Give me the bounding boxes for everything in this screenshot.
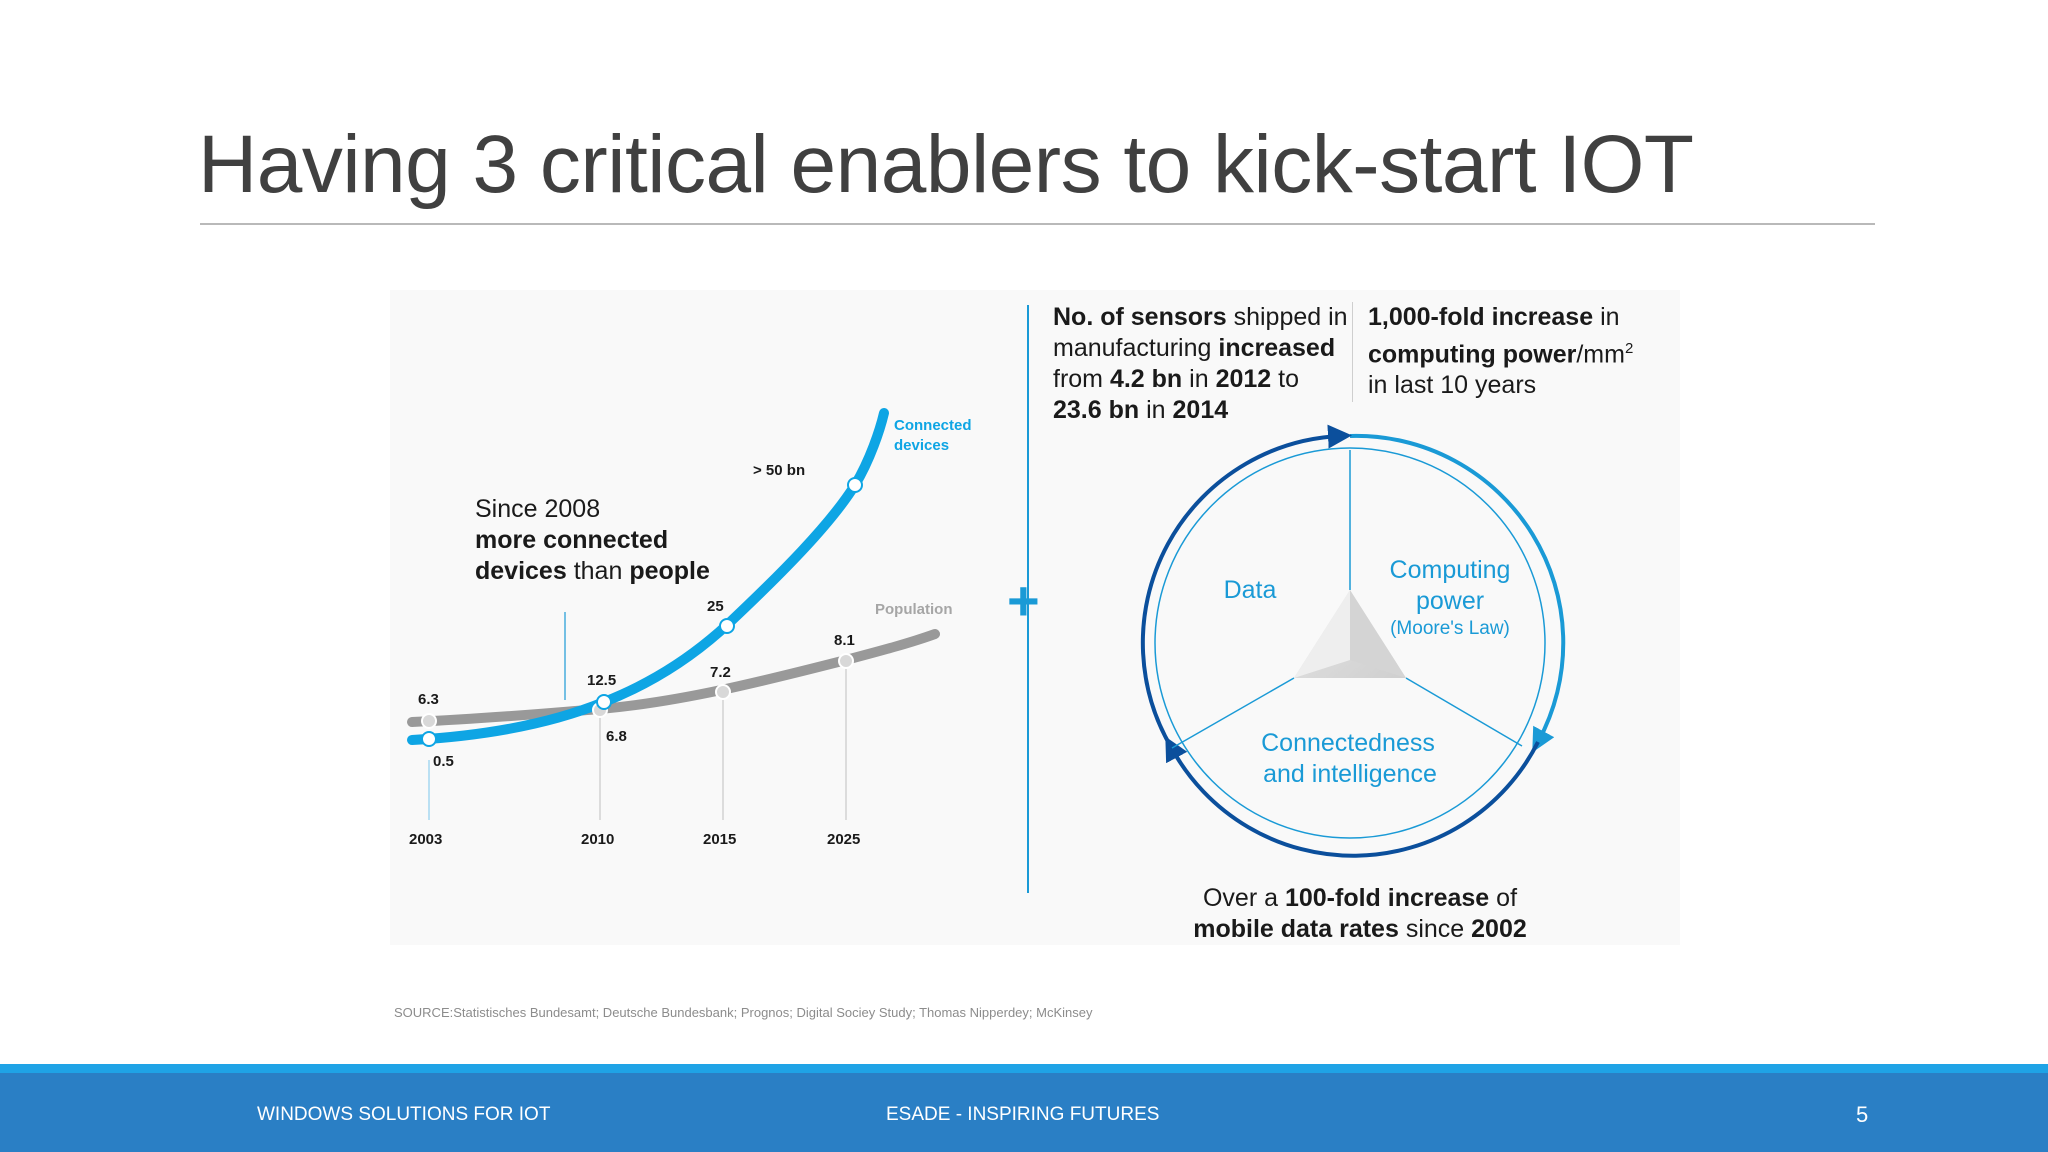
sensors-text-1: shipped in manufacturing (1053, 303, 1348, 362)
population-label-2003: 6.3 (418, 691, 439, 708)
page-number: 5 (1856, 1102, 1869, 1127)
since-line2: more connected (475, 526, 669, 554)
sensors-text-5: in (1139, 396, 1173, 424)
mobile-text-3: since (1398, 915, 1472, 943)
year-label-2025: 2025 (827, 831, 860, 848)
since-line3-devices: devices (475, 557, 567, 585)
population-series-line (407, 629, 940, 727)
sensors-text-2: from (1053, 365, 1110, 393)
connected-label-2015: 25 (707, 598, 724, 615)
connected-point-2010 (596, 694, 612, 710)
source-note: SOURCE:Statistisches Bundesamt; Deutsche… (394, 1005, 1093, 1020)
computing-label-line2: power (1416, 587, 1484, 615)
mobile-bold-3: 2002 (1471, 915, 1527, 943)
connected-point-2003 (421, 731, 437, 747)
sensors-bold-6: 2014 (1172, 396, 1229, 424)
mobile-bold-2: mobile data rates (1193, 915, 1399, 943)
chart-background (390, 290, 1680, 945)
sensors-text-3: in (1182, 365, 1216, 393)
connectedness-arc-arrow (1165, 736, 1540, 858)
connected-label-2010: 12.5 (587, 672, 616, 689)
data-arc-arrow (1140, 424, 1352, 749)
footer-accent-strip (0, 1064, 2048, 1073)
sensors-statement: No. of sensors shipped in manufacturing … (1053, 302, 1353, 426)
connected-point-2025 (847, 477, 863, 493)
since-2008-annotation: Since 2008 more connected devices than p… (475, 494, 775, 587)
computing-label-line1: Computing (1390, 556, 1511, 584)
computing-bold-2: computing power (1368, 340, 1577, 369)
computing-bold-1: 1,000-fold increase (1368, 303, 1594, 331)
population-point-2015 (715, 684, 731, 700)
data-label: Data (1224, 576, 1277, 604)
footer-left-text: WINDOWS SOLUTIONS FOR IOT (257, 1104, 551, 1125)
sensors-bold-5: 23.6 bn (1053, 396, 1140, 424)
sensors-bold-2: increased (1218, 334, 1336, 362)
over-50bn-label: > 50 bn (753, 462, 805, 479)
spoke-right (1405, 677, 1523, 747)
spoke-left (1171, 677, 1295, 749)
year-label-2003: 2003 (409, 831, 442, 848)
connected-devices-legend-2: devices (894, 437, 949, 454)
connected-point-2015 (719, 618, 735, 634)
since-line1: Since 2008 (475, 495, 601, 523)
population-point-2003 (421, 713, 437, 729)
mobile-text-2: of (1489, 884, 1518, 912)
pyramid-facet-left (1294, 590, 1350, 678)
computing-text-3: in last 10 years (1368, 371, 1537, 400)
pyramid-facet-right (1350, 590, 1406, 678)
since-line3-people: people (629, 557, 710, 585)
computing-text-2: /mm (1576, 340, 1625, 369)
connectedness-label-line1: Connectedness (1261, 729, 1435, 757)
footer-bar: WINDOWS SOLUTIONS FOR IOT ESADE - INSPIR… (0, 1073, 2048, 1152)
sensors-bold-4: 2012 (1215, 365, 1272, 393)
computing-superscript: 2 (1624, 340, 1634, 357)
sensors-text-4: to (1271, 365, 1299, 393)
population-point-2025 (838, 653, 854, 669)
computing-arc-arrow (1349, 433, 1566, 753)
sensors-bold-1: No. of sensors (1053, 303, 1227, 331)
population-label-2015: 7.2 (710, 664, 731, 681)
connected-label-2003: 0.5 (433, 753, 454, 770)
title-divider (200, 223, 1875, 225)
population-legend: Population (875, 601, 953, 618)
population-label-2010: 6.8 (606, 728, 627, 745)
computing-label-line3: (Moore's Law) (1390, 618, 1510, 639)
connectedness-label-line2: and intelligence (1263, 760, 1437, 788)
population-label-2025: 8.1 (834, 632, 855, 649)
footer-center-text: ESADE - INSPIRING FUTURES (886, 1104, 1160, 1125)
computing-text-1: in (1593, 303, 1620, 331)
year-label-2015: 2015 (703, 831, 736, 848)
connected-devices-legend-1: Connected (894, 417, 972, 434)
mobile-text-1: Over a (1202, 884, 1285, 912)
mobile-bold-1: 100-fold increase (1284, 884, 1490, 912)
mobile-data-statement: Over a 100-fold increase of mobile data r… (1160, 883, 1560, 945)
slide-title: Having 3 critical enablers to kick-start… (198, 119, 1694, 210)
computing-statement: 1,000-fold increase in computing power/m… (1368, 302, 1688, 401)
plus-sign: + (1007, 569, 1040, 632)
statement-divider (1352, 302, 1353, 402)
since-line3-than: than (566, 557, 630, 585)
year-label-2010: 2010 (581, 831, 614, 848)
sensors-bold-3: 4.2 bn (1109, 365, 1183, 393)
